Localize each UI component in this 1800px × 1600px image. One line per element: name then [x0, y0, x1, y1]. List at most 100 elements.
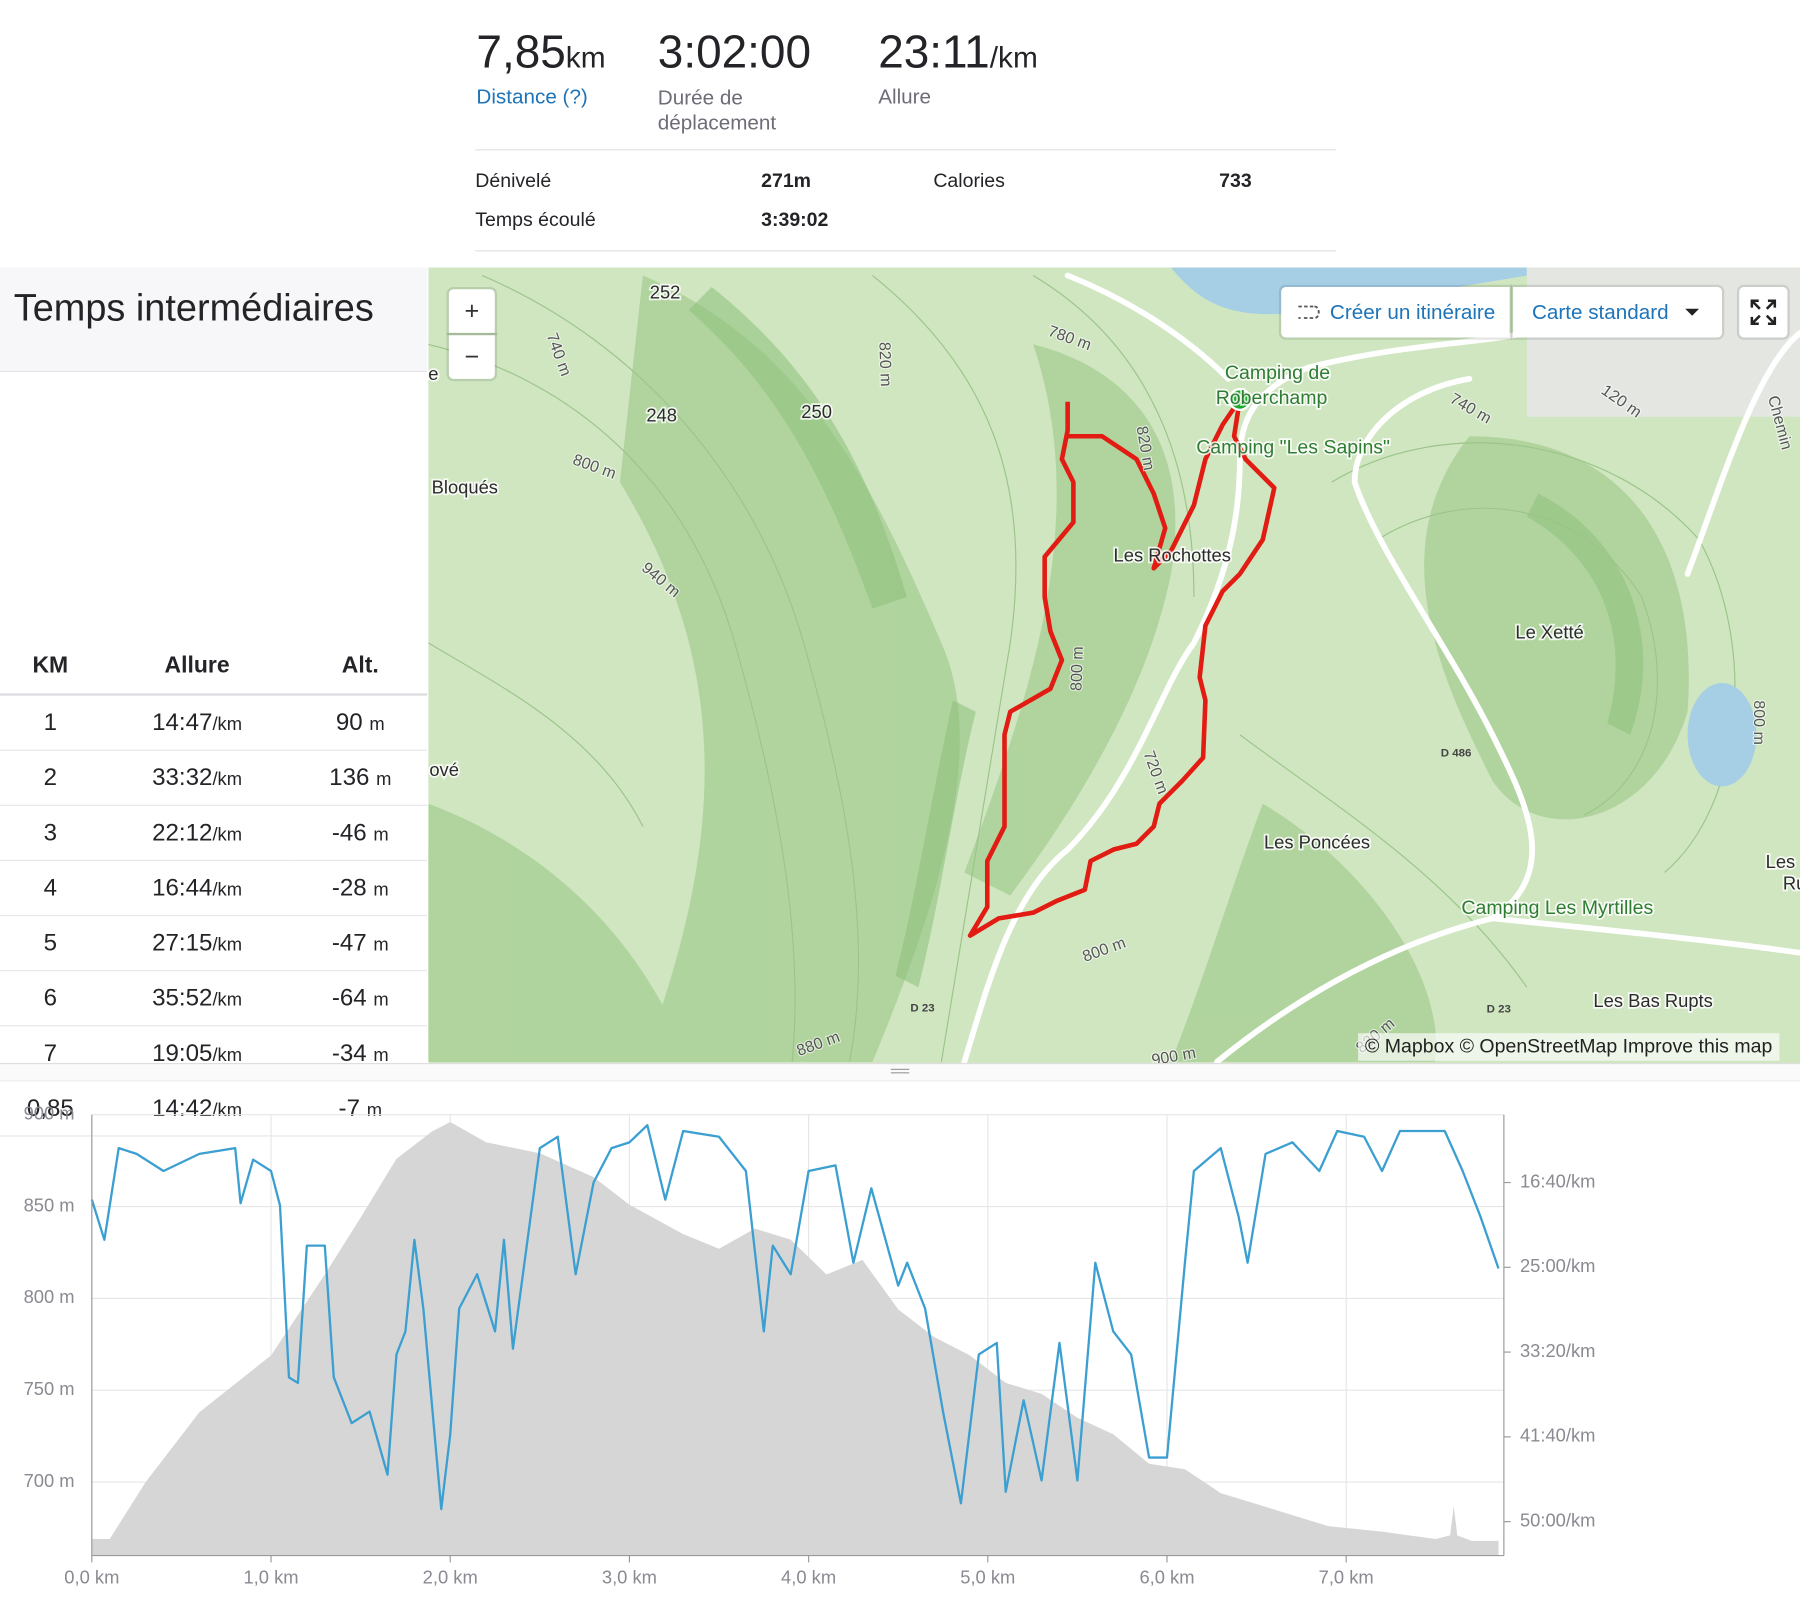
split-km: 3 — [0, 805, 101, 862]
pace-unit: /km — [212, 990, 243, 1010]
zoom-in-button[interactable]: + — [448, 289, 495, 333]
pace-label: Allure — [878, 84, 932, 108]
roads — [961, 272, 1800, 1064]
map-label: ové — [429, 759, 459, 780]
map-label: Les Bas Rupts — [1593, 990, 1712, 1011]
split-alt: -47 m — [293, 915, 428, 972]
y-tick-label: 800 m — [24, 1286, 75, 1307]
split-alt: -64 m — [293, 970, 428, 1027]
splits-head: KM Allure Alt. — [0, 639, 428, 696]
distance-label[interactable]: Distance (?) — [476, 84, 588, 108]
map-style-text: Carte standard — [1531, 300, 1669, 324]
moving-time-value: 3:02:00 — [657, 27, 812, 79]
fullscreen-button[interactable] — [1739, 287, 1788, 338]
map-label: 250 — [801, 401, 832, 422]
split-row: 4 16:44/km -28 m — [0, 860, 428, 917]
handle-grip — [890, 1068, 910, 1070]
start-marker — [1228, 388, 1252, 411]
alt-unit: m — [373, 879, 389, 900]
alt-unit: m — [373, 935, 389, 955]
split-alt: 136 m — [293, 750, 428, 806]
pace-value: 35:52 — [152, 984, 213, 1011]
map-label: Ru — [1783, 873, 1800, 894]
x-tick-label: 0,0 km — [64, 1566, 119, 1587]
splits-panel: Temps intermédiaires KM Allure Alt. 1 14:47… — [0, 267, 428, 1137]
splits-title: Temps intermédiaires — [13, 285, 374, 329]
split-row: 1 14:47/km 90 m — [0, 694, 428, 751]
y2-tick-label: 16:40/km — [1520, 1170, 1596, 1191]
pace-value: 27:15 — [152, 929, 213, 956]
fullscreen-icon — [1750, 299, 1777, 325]
map-label: 820 m — [875, 342, 895, 387]
pace-value: 33:32 — [152, 763, 213, 791]
split-pace: 35:52/km — [100, 970, 294, 1027]
split-pace: 33:32/km — [100, 750, 294, 806]
pace-value: 22:12 — [152, 819, 213, 846]
alt-value: -34 — [331, 1039, 367, 1066]
distance-stat: 7,85km — [476, 28, 605, 80]
moving-time-stat: 3:02:00 — [658, 28, 811, 80]
x-tick-label: 7,0 km — [1319, 1566, 1374, 1587]
split-alt: -46 m — [293, 805, 428, 862]
alt-value: -46 — [331, 819, 367, 846]
split-row: 2 33:32/km 136 m — [0, 750, 428, 806]
y-tick-label: 700 m — [24, 1470, 75, 1491]
pace-stat: 23:11/km — [878, 28, 1038, 80]
split-alt: -28 m — [293, 860, 428, 917]
distance-unit: km — [565, 40, 606, 75]
pace-line — [90, 1124, 1500, 1511]
y-tick-label: 900 m — [24, 1103, 75, 1124]
column-header: Allure — [100, 639, 294, 696]
splits-header — [0, 267, 428, 372]
divider — [475, 149, 1337, 151]
y-tick-label: 750 m — [24, 1378, 75, 1399]
route-icon — [1298, 305, 1321, 319]
elevation-value: 271m — [761, 169, 812, 192]
pace-unit: /km — [212, 714, 243, 735]
x-tick-label: 5,0 km — [960, 1566, 1015, 1587]
calories-label: Calories — [933, 169, 1005, 192]
map-label: Le Xetté — [1515, 621, 1583, 642]
resize-handle[interactable] — [0, 1063, 1800, 1082]
column-header: Alt. — [293, 639, 428, 696]
split-pace: 22:12/km — [100, 805, 294, 862]
pace-unit: /km — [212, 769, 243, 790]
caret-icon — [1684, 308, 1699, 316]
map-style-button[interactable]: Carte standard — [1513, 287, 1722, 338]
create-route-text: Créer un itinéraire — [1329, 300, 1496, 324]
pace-value: 14:42 — [152, 1094, 213, 1122]
attribution[interactable]: © Mapbox © OpenStreetMap Improve this ma… — [1358, 1033, 1780, 1061]
split-km: 2 — [0, 750, 101, 806]
split-pace: 14:42/km — [100, 1080, 294, 1137]
pace-unit: /km — [212, 879, 243, 900]
alt-unit: m — [373, 824, 389, 845]
split-pace: 16:44/km — [100, 860, 294, 917]
split-row: 6 35:52/km -64 m — [0, 970, 428, 1027]
split-alt: 90 m — [293, 694, 428, 751]
y-tick-label: 850 m — [24, 1194, 75, 1215]
split-km: 6 — [0, 970, 101, 1027]
distance-value: 7,85 — [476, 27, 566, 79]
y2-tick-label: 33:20/km — [1520, 1340, 1596, 1361]
map-label: Camping de — [1225, 362, 1330, 384]
pace-value: 16:44 — [152, 874, 213, 901]
zoom-out-button[interactable]: − — [448, 335, 495, 379]
header-row: KM Allure Alt. — [0, 639, 428, 696]
alt-value: -28 — [331, 874, 367, 901]
split-km: 4 — [0, 860, 101, 917]
map[interactable]: 252 248 250 740 m 820 m 780 m 800 m 940 … — [428, 267, 1800, 1064]
split-row: 0,85 14:42/km -7 m — [0, 1080, 428, 1137]
x-tick-label: 2,0 km — [423, 1566, 478, 1587]
elevation-label: Dénivelé — [475, 169, 552, 192]
pace-unit: /km — [989, 40, 1038, 75]
map-label: D 486 — [1441, 748, 1472, 760]
split-km: 1 — [0, 694, 101, 751]
create-route-button[interactable]: Créer un itinéraire — [1281, 287, 1510, 338]
map-label: Roberchamp — [1216, 387, 1328, 409]
y2-tick-label: 25:00/km — [1520, 1255, 1596, 1276]
map-label: 800 m — [1067, 646, 1087, 691]
